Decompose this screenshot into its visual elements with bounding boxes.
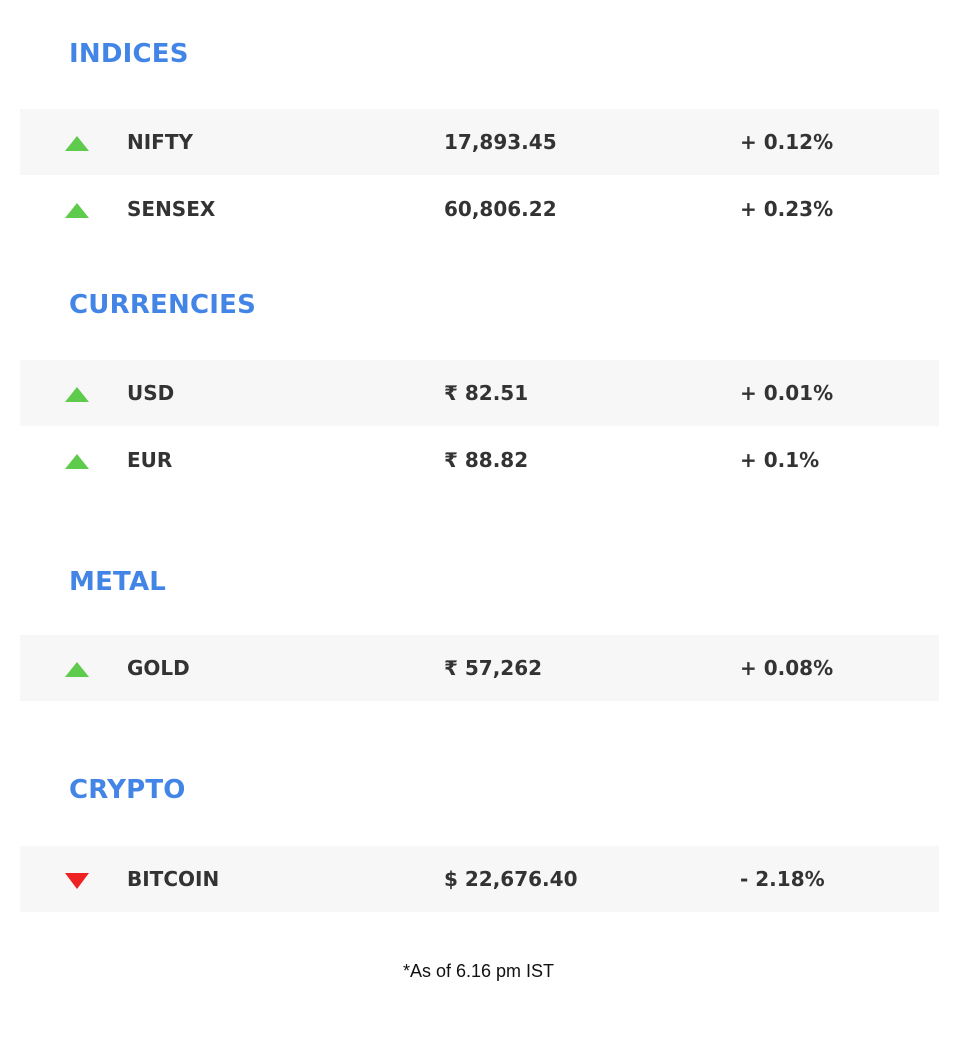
market-row-sensex[interactable]: SENSEX 60,806.22 + 0.23% [20,176,939,242]
triangle-up-icon [65,203,89,218]
instrument-change: + 0.01% [740,381,834,405]
market-row-eur[interactable]: EUR ₹ 88.82 + 0.1% [20,427,939,493]
instrument-change: - 2.18% [740,867,825,891]
section-title-crypto: CRYPTO [69,775,186,805]
instrument-value: ₹ 88.82 [444,448,529,472]
section-title-indices: INDICES [69,39,189,69]
market-row-usd[interactable]: USD ₹ 82.51 + 0.01% [20,360,939,426]
section-title-currencies: CURRENCIES [69,290,256,320]
triangle-up-icon [65,662,89,677]
market-row-nifty[interactable]: NIFTY 17,893.45 + 0.12% [20,109,939,175]
market-row-bitcoin[interactable]: BITCOIN $ 22,676.40 - 2.18% [20,846,939,912]
triangle-up-icon [65,136,89,151]
timestamp-footnote: *As of 6.16 pm IST [402,961,555,981]
instrument-value: 60,806.22 [444,197,557,221]
triangle-up-icon [65,387,89,402]
triangle-down-icon [65,873,89,889]
market-row-gold[interactable]: GOLD ₹ 57,262 + 0.08% [20,635,939,701]
instrument-change: + 0.12% [740,130,834,154]
instrument-value: $ 22,676.40 [444,867,578,891]
instrument-value: ₹ 82.51 [444,381,529,405]
instrument-name: GOLD [127,656,190,680]
instrument-name: BITCOIN [127,867,220,891]
instrument-change: + 0.1% [740,448,820,472]
triangle-up-icon [65,454,89,469]
instrument-name: SENSEX [127,197,216,221]
instrument-value: ₹ 57,262 [444,656,543,680]
instrument-name: USD [127,381,175,405]
instrument-change: + 0.23% [740,197,834,221]
section-title-metal: METAL [69,567,167,597]
instrument-name: EUR [127,448,173,472]
instrument-name: NIFTY [127,130,193,154]
instrument-value: 17,893.45 [444,130,557,154]
instrument-change: + 0.08% [740,656,834,680]
